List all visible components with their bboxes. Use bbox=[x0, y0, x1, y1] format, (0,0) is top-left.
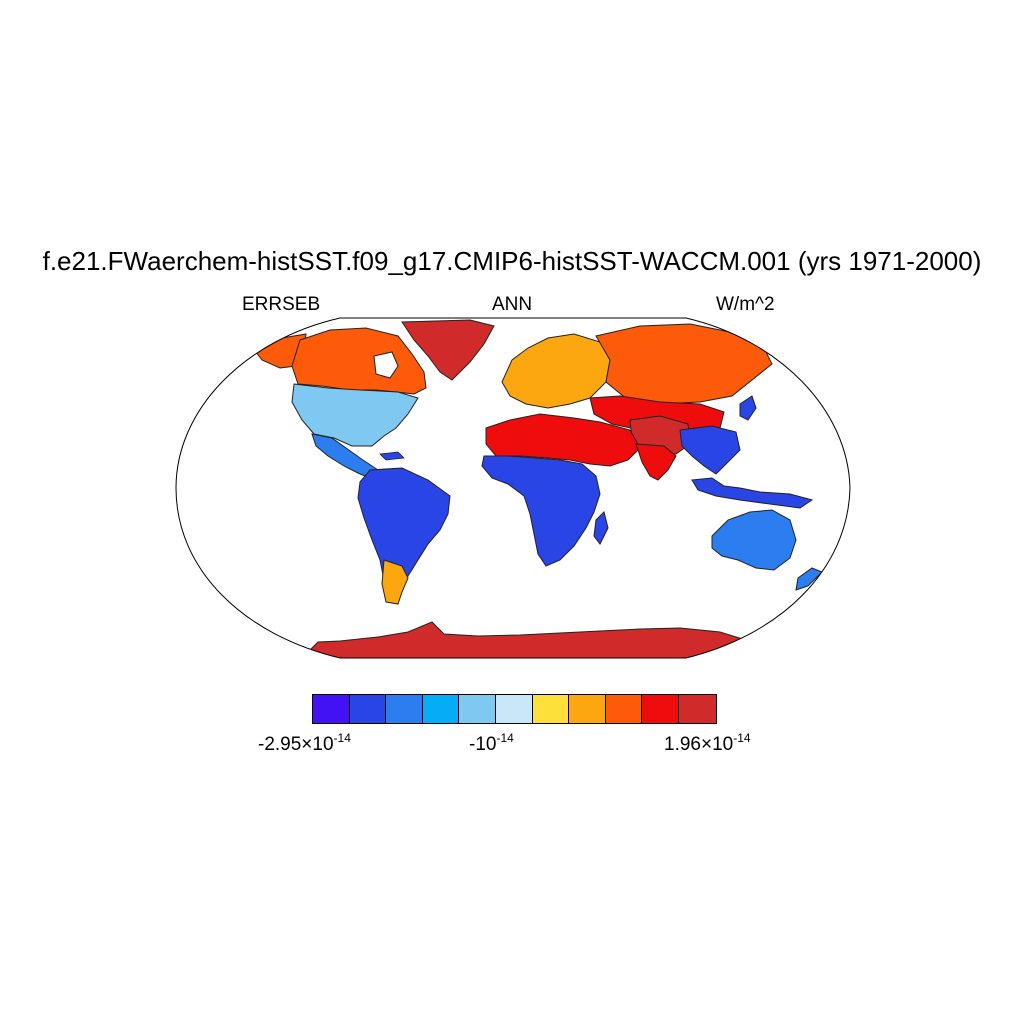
region-northern-asia bbox=[595, 323, 773, 405]
region-madagascar bbox=[593, 511, 609, 545]
colorbar-box-3 bbox=[422, 695, 460, 723]
colorbar-box-2 bbox=[386, 695, 423, 723]
region-united-states bbox=[291, 383, 419, 447]
plot-title: f.e21.FWaerchem-histSST.f09_g17.CMIP6-hi… bbox=[42, 246, 982, 276]
region-central-southern-africa bbox=[481, 455, 601, 567]
colorbar bbox=[312, 694, 717, 724]
colorbar-box-5 bbox=[495, 695, 533, 723]
season-label: ANN bbox=[491, 294, 533, 315]
region-southeast-asia bbox=[679, 425, 741, 475]
region-canada bbox=[291, 327, 427, 395]
colorbar-min-label: -2.95×10-14 bbox=[258, 731, 351, 755]
region-antarctica bbox=[298, 621, 751, 658]
colorbar-box-7 bbox=[569, 695, 606, 723]
colorbar-box-10 bbox=[678, 695, 716, 723]
colorbar-box-6 bbox=[532, 695, 570, 723]
units-label: W/m^2 bbox=[716, 294, 775, 315]
region-indonesia bbox=[691, 477, 814, 509]
region-patagonia bbox=[381, 559, 409, 605]
region-japan bbox=[739, 395, 757, 421]
region-india bbox=[635, 443, 677, 481]
variable-label: ERRSEB bbox=[242, 294, 321, 315]
region-new-zealand bbox=[795, 567, 823, 591]
colorbar-box-4 bbox=[459, 695, 496, 723]
colorbar-box-0 bbox=[313, 695, 350, 723]
region-greenland bbox=[401, 319, 495, 381]
colorbar-box-9 bbox=[642, 695, 679, 723]
colorbar-box-1 bbox=[349, 695, 387, 723]
colorbar-box-8 bbox=[605, 695, 643, 723]
colorbar-mid-label: -10-14 bbox=[469, 731, 514, 755]
region-europe bbox=[501, 333, 611, 409]
region-australia bbox=[711, 509, 797, 571]
colorbar-max-label: 1.96×10-14 bbox=[664, 731, 751, 755]
globe-outline bbox=[175, 317, 851, 659]
